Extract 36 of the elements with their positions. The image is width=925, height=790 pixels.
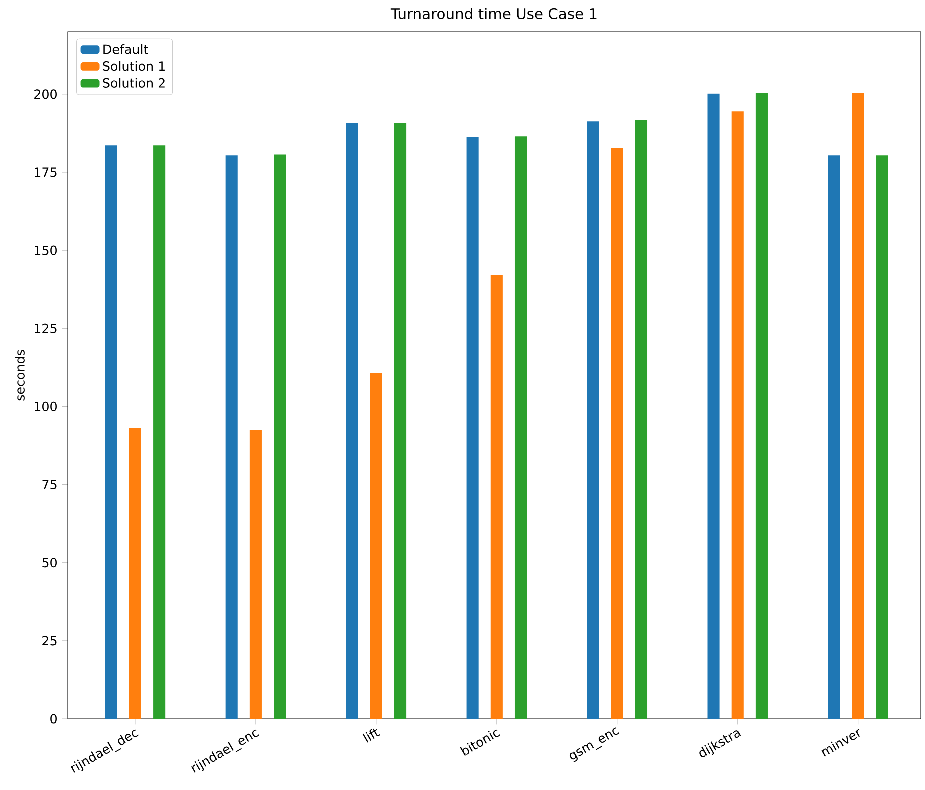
bar [250, 430, 262, 719]
bar [876, 156, 888, 719]
bar [226, 156, 238, 719]
bar [370, 373, 382, 719]
chart-title: Turnaround time Use Case 1 [390, 8, 597, 20]
bar [154, 146, 166, 719]
y-tick-label: 150 [35, 246, 57, 256]
y-tick-label: 125 [35, 324, 57, 334]
y-tick-label: 175 [35, 168, 57, 178]
legend-label: Default [104, 44, 148, 54]
legend-label: Solution 2 [103, 78, 165, 88]
bar [394, 123, 407, 719]
bar [852, 94, 864, 719]
bar [611, 148, 624, 719]
y-tick-label: 200 [34, 90, 57, 100]
bar [274, 154, 286, 719]
bar [635, 120, 648, 719]
bar [490, 274, 503, 719]
bar [466, 138, 479, 719]
y-axis-title: seconds [15, 350, 25, 401]
bar [105, 146, 118, 719]
bar [708, 94, 720, 719]
y-tick-label: 50 [42, 558, 57, 568]
x-tick-label: lift [362, 728, 380, 743]
y-tick-label: 25 [42, 636, 57, 646]
bar [514, 136, 528, 719]
bar [587, 122, 600, 719]
bar [129, 428, 142, 719]
bar [346, 123, 358, 719]
bar [732, 112, 744, 719]
bar [756, 94, 768, 719]
y-tick-label: 0 [50, 714, 57, 724]
bar [828, 156, 840, 719]
y-tick-label: 75 [42, 480, 57, 490]
y-tick-label: 100 [35, 402, 57, 412]
legend-label: Solution 1 [103, 61, 165, 72]
